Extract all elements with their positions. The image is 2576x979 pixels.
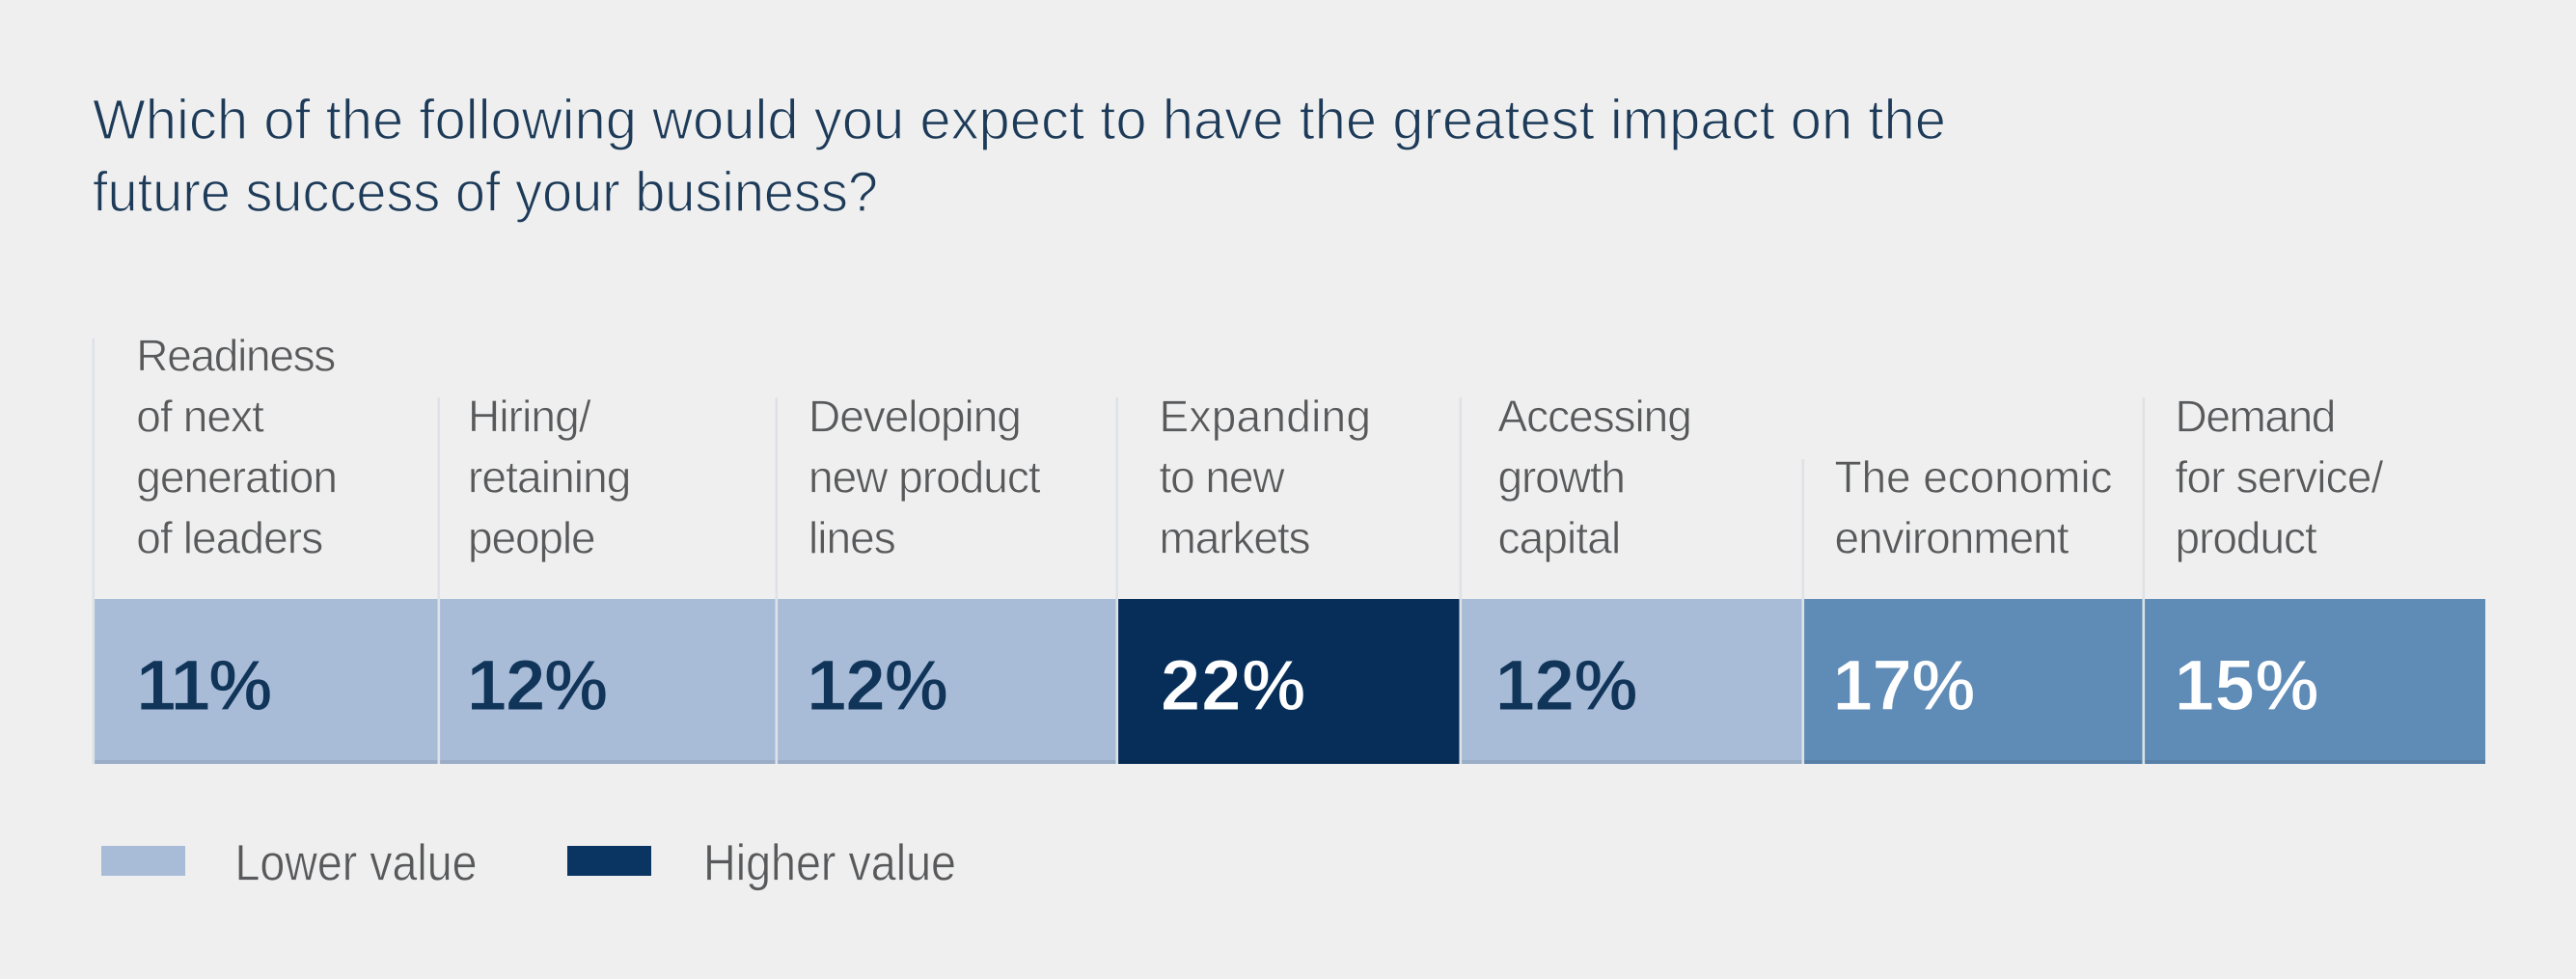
svg-text:growth: growth [1498, 451, 1627, 502]
svg-text:Hiring/: Hiring/ [468, 391, 591, 441]
svg-text:12%: 12% [1495, 645, 1638, 725]
svg-text:Lower value: Lower value [235, 835, 478, 892]
svg-text:environment: environment [1835, 512, 2069, 562]
svg-text:lines: lines [808, 512, 896, 562]
svg-text:Accessing: Accessing [1498, 391, 1692, 441]
svg-text:Which of the following would y: Which of the following would you expect … [93, 89, 1946, 151]
svg-text:people: people [468, 512, 596, 562]
svg-text:retaining: retaining [468, 451, 631, 502]
svg-text:generation: generation [136, 451, 338, 502]
svg-text:Expanding: Expanding [1160, 391, 1372, 441]
svg-text:15%: 15% [2175, 645, 2319, 725]
svg-text:12%: 12% [467, 645, 608, 725]
svg-text:to new: to new [1160, 451, 1286, 502]
svg-text:11%: 11% [136, 645, 272, 725]
svg-text:Readiness: Readiness [136, 330, 336, 380]
svg-text:future success of your busines: future success of your business? [93, 161, 878, 224]
svg-text:for service/: for service/ [2176, 451, 2384, 502]
svg-text:markets: markets [1160, 512, 1311, 562]
svg-text:capital: capital [1498, 512, 1622, 562]
svg-text:12%: 12% [807, 645, 948, 725]
svg-text:new product: new product [808, 451, 1041, 502]
svg-text:of next: of next [136, 391, 264, 441]
svg-text:Developing: Developing [808, 391, 1022, 441]
svg-text:22%: 22% [1161, 645, 1305, 725]
svg-text:17%: 17% [1833, 645, 1976, 725]
svg-text:Higher value: Higher value [703, 835, 956, 892]
svg-text:of leaders: of leaders [136, 512, 323, 562]
svg-text:The economic: The economic [1835, 451, 2113, 502]
svg-text:product: product [2176, 512, 2318, 562]
svg-text:Demand: Demand [2176, 391, 2337, 441]
